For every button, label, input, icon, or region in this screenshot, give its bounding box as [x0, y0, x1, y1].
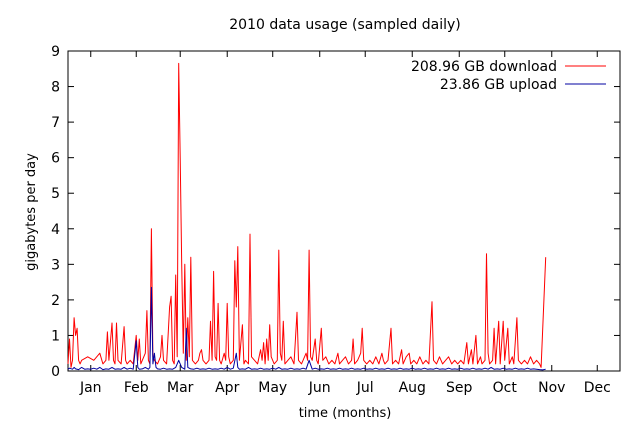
- legend: 208.96 GB download 23.86 GB upload: [411, 59, 606, 93]
- x-tick-label: Dec: [584, 380, 611, 396]
- x-tick-label: Apr: [215, 380, 239, 396]
- y-tick-label: 3: [51, 257, 60, 273]
- legend-label-download: 208.96 GB download: [411, 59, 557, 75]
- x-tick-label: May: [258, 380, 287, 396]
- x-tick-label: Sep: [446, 380, 473, 396]
- x-tick-label: Nov: [538, 380, 565, 396]
- x-tick-label: Jun: [308, 380, 331, 396]
- y-tick-label: 0: [51, 364, 60, 380]
- y-tick-label: 4: [51, 222, 60, 238]
- y-tick-label: 8: [51, 80, 60, 96]
- y-axis-label: gigabytes per day: [24, 153, 39, 271]
- x-tick-label: Aug: [399, 380, 426, 396]
- x-tick-label: Oct: [493, 380, 518, 396]
- x-tick-label: Jan: [79, 380, 102, 396]
- x-axis: Jan Feb Mar Apr May Jun Jul Aug Sep Oct Nov Dec: [79, 51, 611, 396]
- y-tick-label: 2: [51, 293, 60, 309]
- x-tick-label: Feb: [124, 380, 149, 396]
- y-axis: 0 1 2 3 4 5 6 7 8 9: [51, 44, 620, 380]
- y-tick-label: 1: [51, 328, 60, 344]
- chart-title: 2010 data usage (sampled daily): [229, 17, 460, 33]
- x-axis-label: time (months): [299, 406, 392, 421]
- y-tick-label: 7: [51, 115, 60, 131]
- plot-frame: [67, 50, 621, 372]
- legend-label-upload: 23.86 GB upload: [440, 77, 557, 93]
- series-line-upload: [67, 286, 546, 371]
- y-tick-label: 9: [51, 44, 60, 60]
- y-tick-label: 6: [51, 151, 60, 167]
- x-tick-label: Mar: [167, 380, 194, 396]
- series-group: [67, 62, 547, 371]
- x-tick-label: Jul: [356, 380, 374, 396]
- series-line-download: [67, 62, 547, 368]
- y-tick-label: 5: [51, 186, 60, 202]
